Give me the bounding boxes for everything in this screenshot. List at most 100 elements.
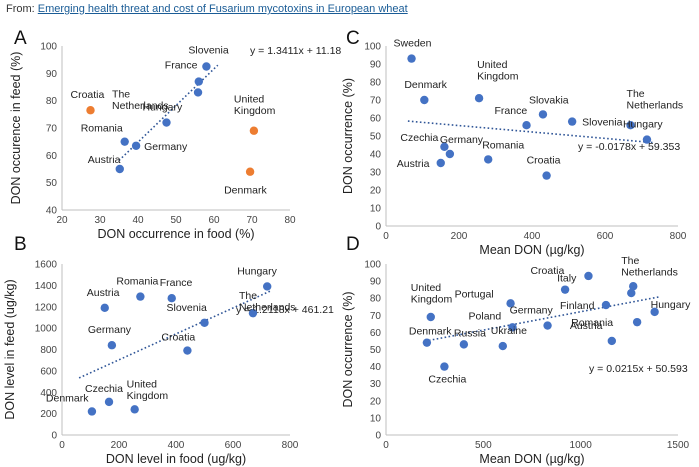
data-point <box>474 94 484 103</box>
point-label: Czechia <box>400 132 438 144</box>
y-tick-label: 90 <box>370 60 382 71</box>
x-axis-title: DON level in food (ug/kg) <box>106 452 246 466</box>
point-label: France <box>495 105 528 117</box>
source-line: From: Emerging health threat and cost of… <box>6 3 408 15</box>
panel-label: A <box>14 28 27 49</box>
source-prefix: From: <box>6 3 38 15</box>
data-point <box>601 300 611 310</box>
y-tick-label: 90 <box>46 69 58 80</box>
data-point <box>627 288 636 298</box>
data-point <box>100 303 109 313</box>
point-label: France <box>160 277 193 289</box>
x-tick-label: 600 <box>225 440 242 451</box>
y-tick-label: 0 <box>375 431 381 442</box>
point-label: Germany <box>440 134 484 146</box>
point-label: United Kingdom <box>411 282 453 306</box>
data-point <box>560 285 570 294</box>
trend-equation: y = -0.0178x + 59.353 <box>578 141 680 153</box>
data-point <box>542 171 551 180</box>
y-tick-label: 80 <box>370 294 382 305</box>
data-point <box>632 317 642 327</box>
data-point <box>407 54 416 63</box>
point-label: The Netherlands <box>621 255 678 279</box>
point-label: Germany <box>510 305 554 317</box>
point-label: Romania <box>482 139 524 151</box>
point-label: Italy <box>557 273 577 285</box>
x-tick-label: 30 <box>94 215 106 226</box>
point-label: Sweden <box>394 38 432 50</box>
x-tick-label: 800 <box>282 440 299 451</box>
data-point <box>136 292 145 301</box>
x-axis-title: DON occurrence in food (%) <box>97 227 254 241</box>
data-point <box>642 135 652 144</box>
data-point <box>584 271 593 281</box>
data-point <box>508 323 517 332</box>
y-tick-label: 90 <box>370 277 382 288</box>
point-label: Austria <box>570 320 603 332</box>
y-tick-label: 80 <box>46 96 58 107</box>
source-link[interactable]: Emerging health threat and cost of Fusar… <box>37 3 408 15</box>
y-tick-label: 70 <box>46 124 58 135</box>
x-axis-title: Mean DON (µg/kg) <box>479 243 584 257</box>
y-tick-label: 70 <box>370 311 382 322</box>
x-tick-label: 1500 <box>667 440 690 451</box>
y-tick-label: 100 <box>364 42 381 53</box>
chart-panel-b: B 0 200 400 600 800 0 200 400 600 800 1000 1200 1400 1… <box>3 234 334 466</box>
data-point <box>248 308 258 318</box>
point-label: United Kingdom <box>477 59 519 83</box>
x-axis-title: Mean DON (µg/kg) <box>479 452 584 466</box>
y-axis-title: DON level in feed (ug/kg) <box>3 279 17 419</box>
chart-panel-a: A 20 30 40 50 60 70 80 40 50 60 70 80 90 100 DON occurr… <box>9 28 341 241</box>
panel-label: D <box>346 234 360 255</box>
x-tick-label: 400 <box>168 440 185 451</box>
x-tick-label: 60 <box>208 215 220 226</box>
point-label: Croatia <box>71 89 105 101</box>
y-tick-label: 30 <box>370 168 382 179</box>
y-tick-label: 0 <box>51 431 57 442</box>
y-tick-label: 70 <box>370 96 382 107</box>
point-label: Slovenia <box>582 117 622 129</box>
trend-equation: y = 1.3411x + 11.18 <box>250 45 341 57</box>
data-point <box>543 321 552 330</box>
data-point <box>162 118 171 127</box>
x-tick-label: 200 <box>111 440 128 451</box>
data-point <box>522 121 531 130</box>
data-point <box>607 336 617 346</box>
y-tick-label: 1200 <box>35 302 58 313</box>
data-point <box>183 346 192 355</box>
y-tick-label: 10 <box>370 413 382 424</box>
y-tick-label: 50 <box>370 345 382 356</box>
data-point <box>650 307 659 317</box>
y-tick-label: 10 <box>370 204 382 215</box>
x-tick-label: 0 <box>59 440 65 451</box>
trend-line <box>78 290 271 379</box>
point-label: United Kingdom <box>234 94 276 118</box>
y-axis-title: DON occurrence (%) <box>341 78 355 194</box>
point-label: Slovenia <box>167 302 207 314</box>
data-point <box>484 155 493 164</box>
y-tick-label: 0 <box>375 222 381 233</box>
trend-equation: y = 0.0215x + 50.593 <box>589 363 688 375</box>
data-point <box>422 338 432 347</box>
x-tick-label: 70 <box>246 215 258 226</box>
data-point <box>86 106 95 115</box>
point-label: Ukraine <box>491 325 527 337</box>
y-axis-title: DON occurrence (%) <box>341 292 355 408</box>
x-tick-label: 0 <box>383 440 389 451</box>
data-point <box>459 340 469 349</box>
data-point <box>104 397 114 407</box>
y-tick-label: 80 <box>370 78 382 89</box>
y-tick-label: 1400 <box>35 281 58 292</box>
point-label: Hungary <box>237 265 277 277</box>
point-label: Slovenia <box>188 45 228 57</box>
y-tick-label: 600 <box>40 366 57 377</box>
point-label: Hungary <box>623 119 663 131</box>
y-tick-label: 60 <box>370 328 382 339</box>
y-tick-label: 200 <box>40 409 57 420</box>
y-tick-label: 20 <box>370 186 382 197</box>
point-label: France <box>165 60 198 72</box>
data-point <box>538 110 548 119</box>
point-label: The Netherlands <box>239 290 296 314</box>
y-tick-label: 800 <box>40 345 57 356</box>
